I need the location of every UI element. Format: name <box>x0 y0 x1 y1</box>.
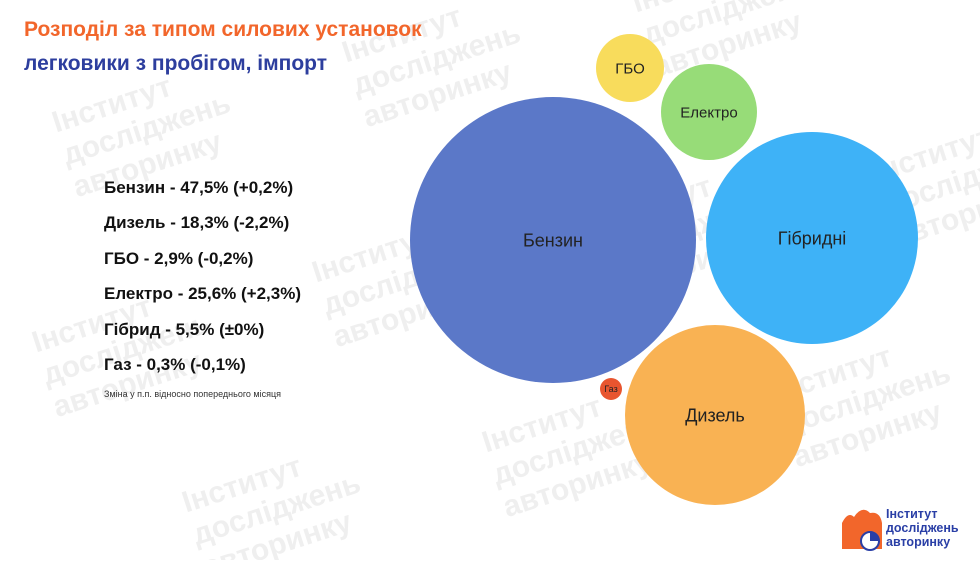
stat-electric: Електро - 25,6% (+2,3%) <box>104 284 302 304</box>
stat-gas: Газ - 0,3% (-0,1%) <box>104 354 246 374</box>
stat-lpg: ГБО - 2,9% (-0,2%) <box>104 248 254 268</box>
bubble-diesel <box>625 325 805 505</box>
bubble-hybrid <box>706 132 918 344</box>
bubble-label-hybrid: Гібридні <box>778 228 847 248</box>
stat-diesel: Дизель - 18,3% (-2,2%) <box>104 213 290 233</box>
bubble-label-diesel: Дизель <box>685 405 745 425</box>
bubble-electric <box>661 64 757 160</box>
change-note: Зміна у п.п. відносно попереднього місяц… <box>104 389 281 399</box>
chart-title: Розподіл за типом силових установок <box>24 18 422 41</box>
logo-line-2: досліджень <box>886 521 959 535</box>
logo-text: Інститут досліджень авторинку <box>886 507 959 549</box>
bubble-label-gas: Газ <box>604 384 617 394</box>
bubble-petrol <box>410 97 696 383</box>
institute-logo: Інститут досліджень авторинку <box>840 503 972 555</box>
stats-list: Бензин - 47,5% (+0,2%) Дизель - 18,3% (-… <box>104 176 301 388</box>
stat-hybrid: Гібрид - 5,5% (±0%) <box>104 319 265 339</box>
chart-subtitle: легковики з пробігом, імпорт <box>24 52 327 75</box>
bubble-gas <box>600 378 622 400</box>
bubble-label-electric: Електро <box>680 104 737 121</box>
bubble-label-lpg: ГБО <box>615 60 644 77</box>
logo-line-1: Інститут <box>886 507 938 521</box>
bubble-lpg <box>596 34 664 102</box>
stat-petrol: Бензин - 47,5% (+0,2%) <box>104 178 294 197</box>
logo-line-3: авторинку <box>886 535 951 549</box>
bubble-label-petrol: Бензин <box>523 230 583 250</box>
logo-mark-icon <box>842 509 882 551</box>
